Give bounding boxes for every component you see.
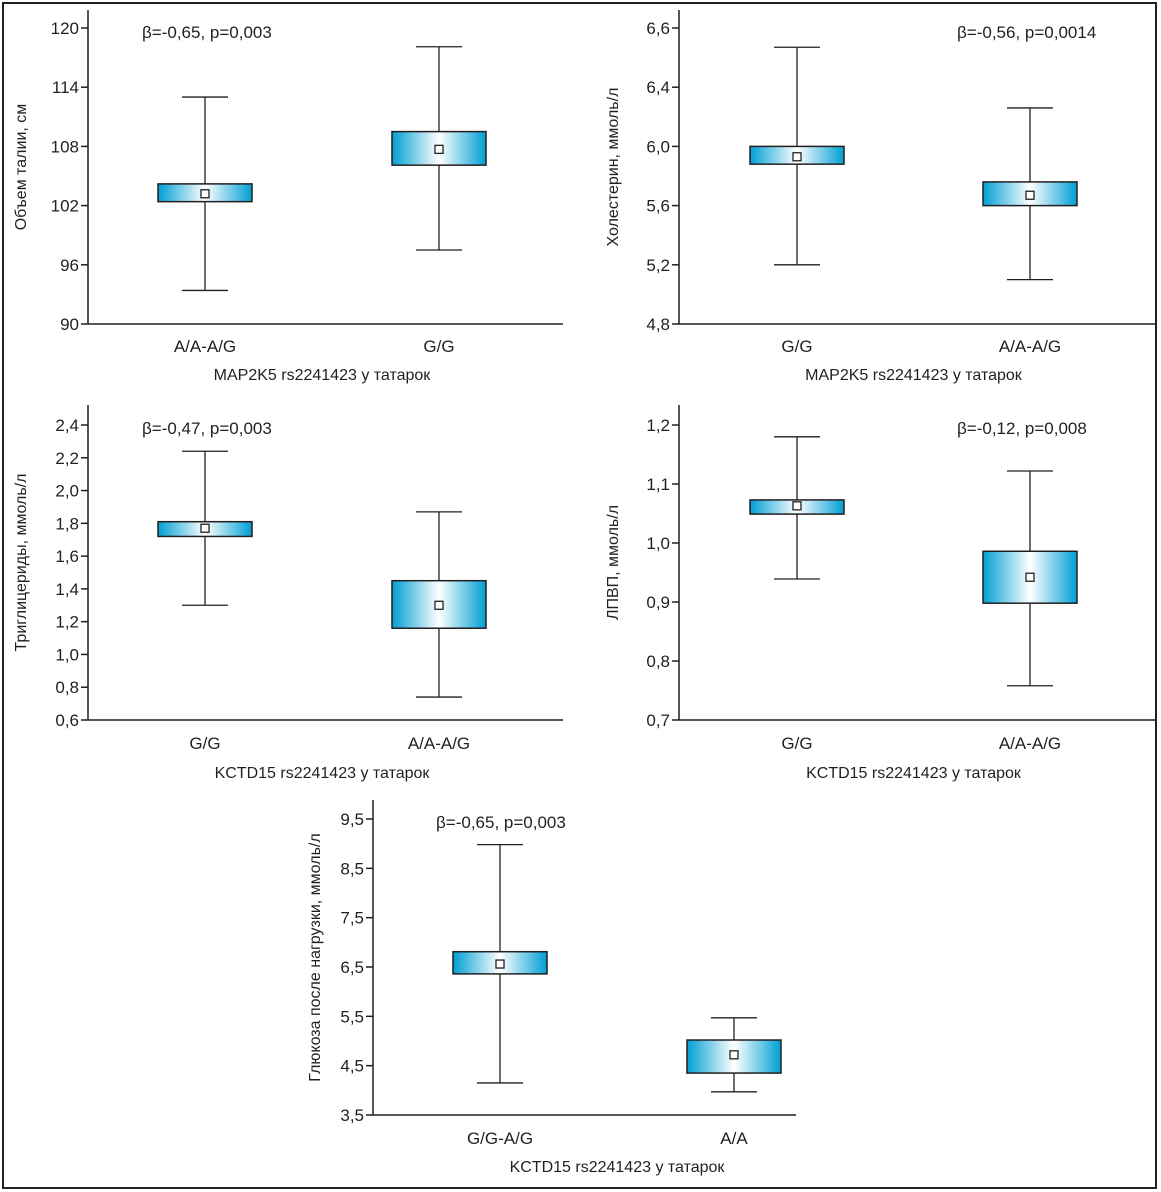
box-group-1 <box>749 436 845 580</box>
mean-marker <box>434 144 444 155</box>
x-category-label: A/A-A/G <box>408 734 470 753</box>
stat-annotation: β=-0,47, p=0,003 <box>142 419 272 438</box>
mean-marker <box>792 501 802 511</box>
x-category-label: G/G-A/G <box>467 1129 533 1148</box>
stat-annotation: β=-0,56, p=0,0014 <box>957 23 1096 42</box>
y-tick-label: 1,4 <box>55 580 79 599</box>
y-tick-label: 2,4 <box>55 416 79 435</box>
x-axis-title: KCTD15 rs2241423 у татарок <box>510 1159 726 1176</box>
y-tick-label: 6,5 <box>340 958 364 977</box>
box-group-1 <box>157 96 253 292</box>
y-tick-label: 0,8 <box>55 678 79 697</box>
y-tick-label: 6,0 <box>646 137 670 156</box>
y-tick-label: 5,6 <box>646 197 670 216</box>
y-tick-label: 90 <box>60 315 79 334</box>
x-axis-title: KCTD15 rs2241423 у татарок <box>215 765 431 782</box>
x-axis-title: MAP2K5 rs2241423 у татарок <box>214 367 432 384</box>
y-tick-label: 5,5 <box>340 1007 364 1026</box>
chart-triglycerides: 0,6 0,8 1,0 1,2 1,4 1,6 1,8 2,0 2,2 2,4 Триглицери… <box>13 405 563 782</box>
y-axis-title: Объем талии, см <box>13 104 30 231</box>
y-tick-label: 0,7 <box>646 711 670 730</box>
y-tick-label: 96 <box>60 256 79 275</box>
y-tick-label: 8,5 <box>340 859 364 878</box>
y-axis-title: Триглицериды, ммоль/л <box>13 474 30 652</box>
y-tick-label: 1,1 <box>646 475 670 494</box>
mean-marker <box>1025 572 1035 582</box>
mean-marker <box>434 600 444 610</box>
box-group-1 <box>452 844 548 1084</box>
mean-marker <box>1025 190 1035 200</box>
y-tick-label: 1,2 <box>646 416 670 435</box>
x-category-label: G/G <box>189 734 220 753</box>
chart-hdl: 0,7 0,8 0,9 1,0 1,1 1,2 ЛПВП, ммоль/л KCTD15 rs… <box>605 405 1157 782</box>
x-category-label: A/A-A/G <box>174 337 236 356</box>
y-axis-title: ЛПВП, ммоль/л <box>605 505 622 620</box>
y-tick-label: 108 <box>51 137 79 156</box>
chart-cholesterol: 4,8 5,2 5,6 6,0 6,4 6,6 Холестерин, ммоль/л MAP… <box>605 10 1157 384</box>
x-category-label: A/A-A/G <box>999 734 1061 753</box>
stat-annotation: β=-0,12, p=0,008 <box>957 419 1087 438</box>
chart-glucose: 3,5 4,5 5,5 6,5 7,5 8,5 9,5 Глюкоза после нагру… <box>307 800 796 1176</box>
y-tick-label: 1,0 <box>646 534 670 553</box>
y-tick-label: 120 <box>51 19 79 38</box>
y-tick-label: 0,6 <box>55 711 79 730</box>
y-tick-label: 2,0 <box>55 482 79 501</box>
x-axis-title: KCTD15 rs2241423 у татарок <box>806 765 1022 782</box>
y-tick-label: 2,2 <box>55 449 79 468</box>
box-group-2 <box>982 107 1078 281</box>
y-tick-label: 114 <box>52 78 79 97</box>
x-category-label: G/G <box>781 734 812 753</box>
stat-annotation: β=-0,65, p=0,003 <box>142 23 272 42</box>
box-group-2 <box>391 46 487 251</box>
mean-marker <box>495 959 505 969</box>
mean-marker <box>792 152 802 162</box>
mean-marker <box>729 1050 739 1060</box>
y-axis-title: Глюкоза после нагрузки, ммоль/л <box>307 833 324 1081</box>
y-tick-label: 4,5 <box>340 1057 364 1076</box>
x-category-label: G/G <box>423 337 454 356</box>
x-category-label: G/G <box>781 337 812 356</box>
x-category-label: A/A-A/G <box>999 337 1061 356</box>
x-axis-title: MAP2K5 rs2241423 у татарок <box>805 367 1023 384</box>
y-tick-label: 1,8 <box>55 514 79 533</box>
y-tick-label: 6,4 <box>646 78 670 97</box>
box-group-1 <box>157 450 253 606</box>
y-tick-label: 1,6 <box>55 547 79 566</box>
y-axis-title: Холестерин, ммоль/л <box>605 88 622 247</box>
chart-waist: 90 96 102 108 114 120 Объем талии, см MAP2K5 rs… <box>13 10 563 384</box>
y-tick-label: 102 <box>51 197 79 216</box>
y-tick-label: 9,5 <box>340 810 364 829</box>
y-tick-label: 1,2 <box>55 613 79 632</box>
y-tick-label: 3,5 <box>340 1106 364 1125</box>
mean-marker <box>200 189 210 199</box>
y-tick-label: 6,6 <box>646 19 670 38</box>
x-category-label: A/A <box>720 1129 748 1148</box>
box-group-2 <box>686 1017 782 1093</box>
y-tick-label: 0,9 <box>646 593 670 612</box>
mean-marker <box>200 523 210 533</box>
box-group-2 <box>982 470 1078 687</box>
y-tick-label: 4,8 <box>646 315 670 334</box>
stat-annotation: β=-0,65, p=0,003 <box>436 813 566 832</box>
y-tick-label: 1,0 <box>55 645 79 664</box>
y-tick-label: 7,5 <box>340 909 364 928</box>
y-tick-label: 5,2 <box>646 256 670 275</box>
box-group-2 <box>391 511 487 698</box>
y-tick-label: 0,8 <box>646 652 670 671</box>
box-group-1 <box>749 46 845 266</box>
